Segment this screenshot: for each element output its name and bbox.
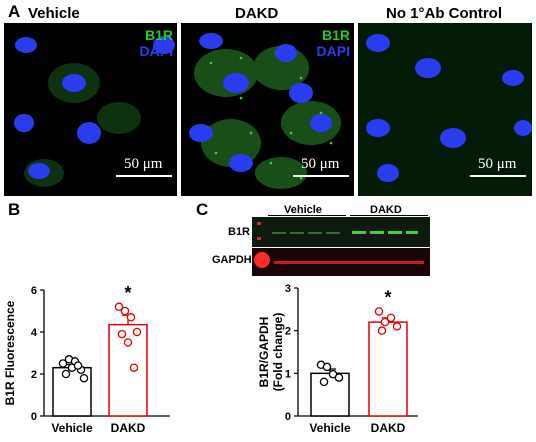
chart-b1r-gapdh: 0 1 2 3 B1R/GAPDH (Fold change) Vehicle * DAKD: [257, 283, 418, 435]
data-point: [132, 327, 142, 337]
blot-row-label-gapdh: GAPDH: [212, 254, 252, 266]
y-axis-label: B1R Fluorescence: [3, 300, 17, 405]
data-point: [123, 338, 133, 347]
y-tick-label: 4: [31, 327, 38, 339]
y-tick-label: 2: [31, 369, 37, 381]
data-point: [380, 317, 390, 327]
data-point: [58, 359, 68, 368]
legend-dapi-label: DAPI: [316, 43, 350, 59]
data-point: [79, 373, 89, 383]
micrograph-control-image: [358, 23, 532, 196]
micrograph-dakd-image: [189, 33, 341, 189]
scale-bar-label: 50 μm: [124, 156, 163, 172]
blot-group-line-vehicle: [268, 215, 346, 216]
x-tick-label: DAKD: [371, 421, 406, 435]
blot-group-dakd: DAKD: [370, 204, 402, 216]
panel-b-label: B: [8, 200, 21, 219]
micrograph-vehicle: B1R DAPI 50 μm: [4, 23, 177, 196]
data-point: [377, 326, 387, 335]
y-axis-label-2: (Fold change): [271, 313, 285, 392]
data-point: [120, 306, 130, 316]
data-point: [322, 362, 332, 372]
legend-vehicle: B1R DAPI: [140, 27, 173, 59]
data-point: [319, 377, 329, 387]
data-point: [392, 322, 402, 331]
micrograph-vehicle-image: [14, 36, 175, 187]
panel-a-title-vehicle: Vehicle: [28, 5, 80, 22]
scale-bar: [470, 175, 526, 177]
significance-marker: *: [124, 283, 131, 303]
x-tick-label: Vehicle: [51, 421, 93, 435]
data-point: [374, 307, 384, 316]
x-tick-label: DAKD: [111, 421, 146, 435]
western-blot-gapdh-bands: [254, 252, 424, 268]
panel-c-label: C: [196, 200, 209, 219]
legend-dakd: B1R DAPI: [317, 27, 350, 59]
western-blot-b1r: [252, 217, 430, 247]
blot-group-line-dakd: [350, 215, 428, 216]
data-point: [129, 363, 139, 372]
panel-a-label: A: [8, 2, 21, 21]
legend-dapi-label: DAPI: [139, 43, 173, 59]
y-tick-label: 1: [285, 368, 291, 380]
panel-a-title-dakd: DAKD: [235, 5, 279, 22]
blot-row-label-b1r: B1R: [228, 226, 251, 238]
data-point: [126, 313, 136, 322]
chart-b1r-fluorescence: 0 2 4 6 B1R Fluorescence Vehicle * DAKD: [3, 283, 170, 435]
scale-bar-label: 50 μm: [301, 156, 340, 172]
legend-b1r-label: B1R: [144, 27, 173, 43]
data-point: [334, 373, 344, 382]
data-point: [73, 361, 83, 370]
y-tick-label: 2: [285, 326, 291, 338]
micrograph-control: 50 μm: [358, 23, 532, 196]
panel-a-title-control: No 1°Ab Control: [386, 5, 502, 22]
scale-bar: [293, 175, 349, 177]
y-tick-label: 0: [31, 411, 37, 423]
bar-vehicle: [310, 372, 350, 417]
data-point: [114, 302, 124, 312]
significance-marker: *: [384, 287, 391, 307]
western-blot-b1r-bands: [257, 222, 418, 240]
y-tick-label: 0: [285, 411, 291, 423]
data-point: [117, 329, 127, 339]
data-point: [386, 313, 396, 323]
y-axis-label: B1R/GAPDH: [257, 317, 271, 388]
bar-dakd: [368, 321, 408, 417]
y-tick-label: 3: [285, 283, 291, 295]
y-tick-label: 6: [31, 285, 37, 297]
blot-group-vehicle: Vehicle: [284, 204, 322, 216]
legend-b1r-label: B1R: [321, 27, 350, 43]
data-point: [61, 369, 71, 379]
western-blot-gapdh: [252, 248, 430, 276]
scale-bar-label: 50 μm: [478, 156, 517, 172]
micrograph-dakd: B1R DAPI 50 μm: [181, 23, 354, 196]
scale-bar: [116, 175, 172, 177]
x-tick-label: Vehicle: [309, 421, 351, 435]
